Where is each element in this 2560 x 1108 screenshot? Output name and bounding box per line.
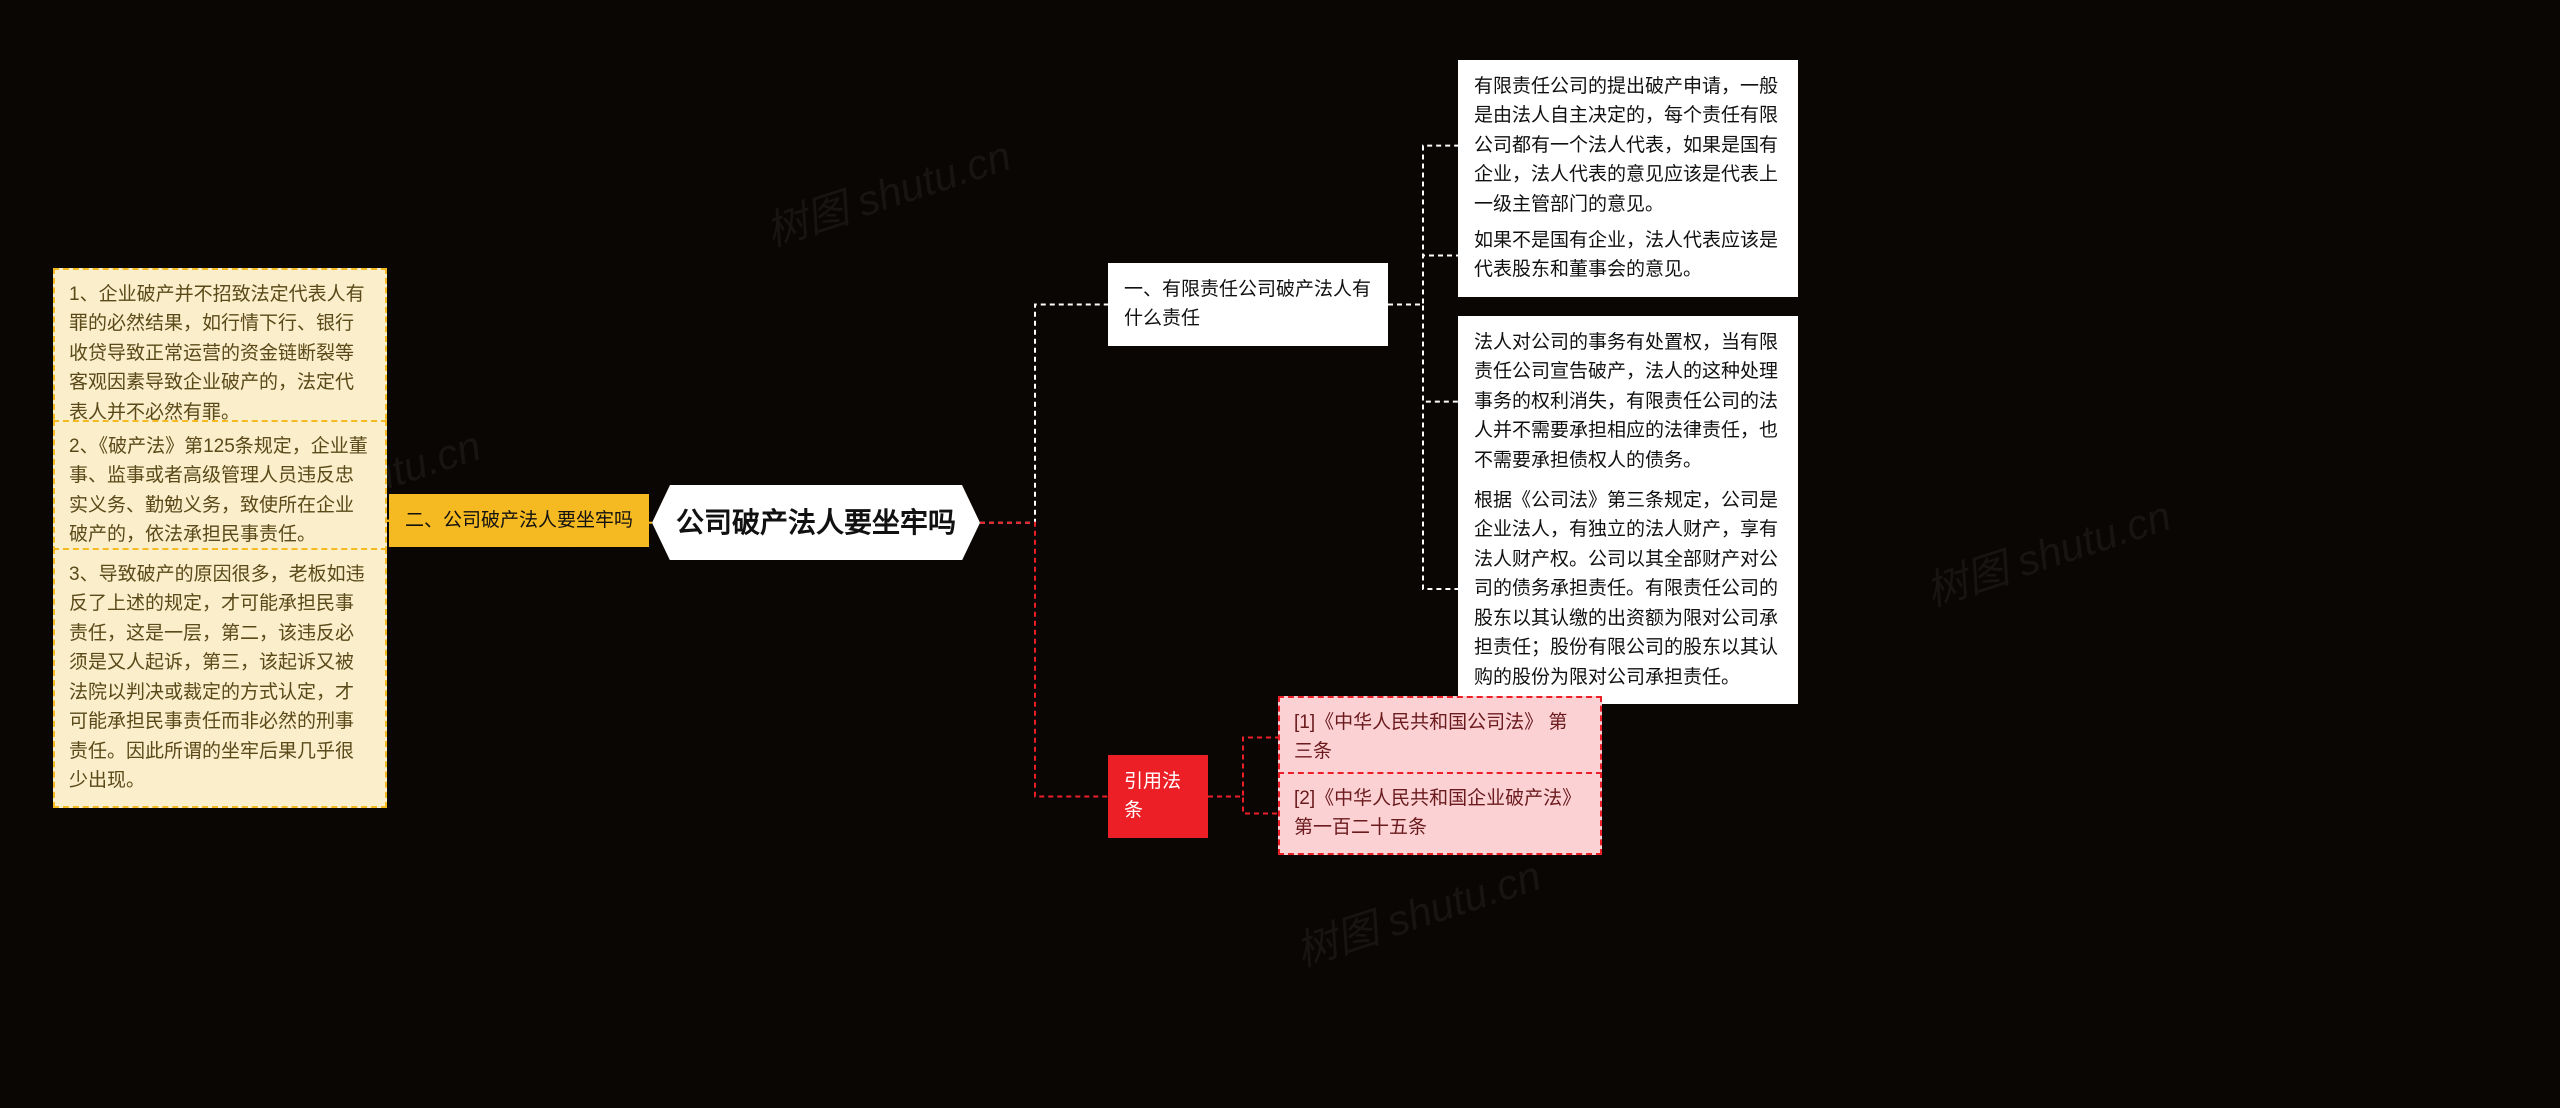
branch-right1-node[interactable]: 一、有限责任公司破产法人有什么责任	[1108, 263, 1388, 346]
branch-right2-leaf: [2]《中华人民共和国企业破产法》 第一百二十五条	[1278, 772, 1602, 855]
center-node[interactable]: 公司破产法人要坐牢吗	[652, 485, 980, 560]
watermark: 树图 shutu.cn	[757, 122, 1018, 259]
branch-right1-leaf: 有限责任公司的提出破产申请，一般是由法人自主决定的，每个责任有限公司都有一个法人…	[1458, 60, 1798, 231]
branch-right1-leaf: 根据《公司法》第三条规定，公司是企业法人，有独立的法人财产，享有法人财产权。公司…	[1458, 474, 1798, 704]
watermark: 树图 shutu.cn	[1917, 482, 2178, 619]
branch-right2-node[interactable]: 引用法条	[1108, 755, 1208, 838]
branch-right1-leaf: 如果不是国有企业，法人代表应该是代表股东和董事会的意见。	[1458, 214, 1798, 297]
branch-left-leaf: 1、企业破产并不招致法定代表人有罪的必然结果，如行情下行、银行收贷导致正常运营的…	[53, 268, 387, 439]
branch-left-node[interactable]: 二、公司破产法人要坐牢吗	[389, 494, 649, 547]
watermark: 树图 shutu.cn	[1287, 842, 1548, 979]
branch-right1-leaf: 法人对公司的事务有处置权，当有限责任公司宣告破产，法人的这种处理事务的权利消失，…	[1458, 316, 1798, 487]
branch-right2-leaf: [1]《中华人民共和国公司法》 第三条	[1278, 696, 1602, 779]
branch-left-leaf: 2、《破产法》第125条规定，企业董事、监事或者高级管理人员违反忠实义务、勤勉义…	[53, 420, 387, 562]
branch-left-leaf: 3、导致破产的原因很多，老板如违反了上述的规定，才可能承担民事责任，这是一层，第…	[53, 548, 387, 808]
